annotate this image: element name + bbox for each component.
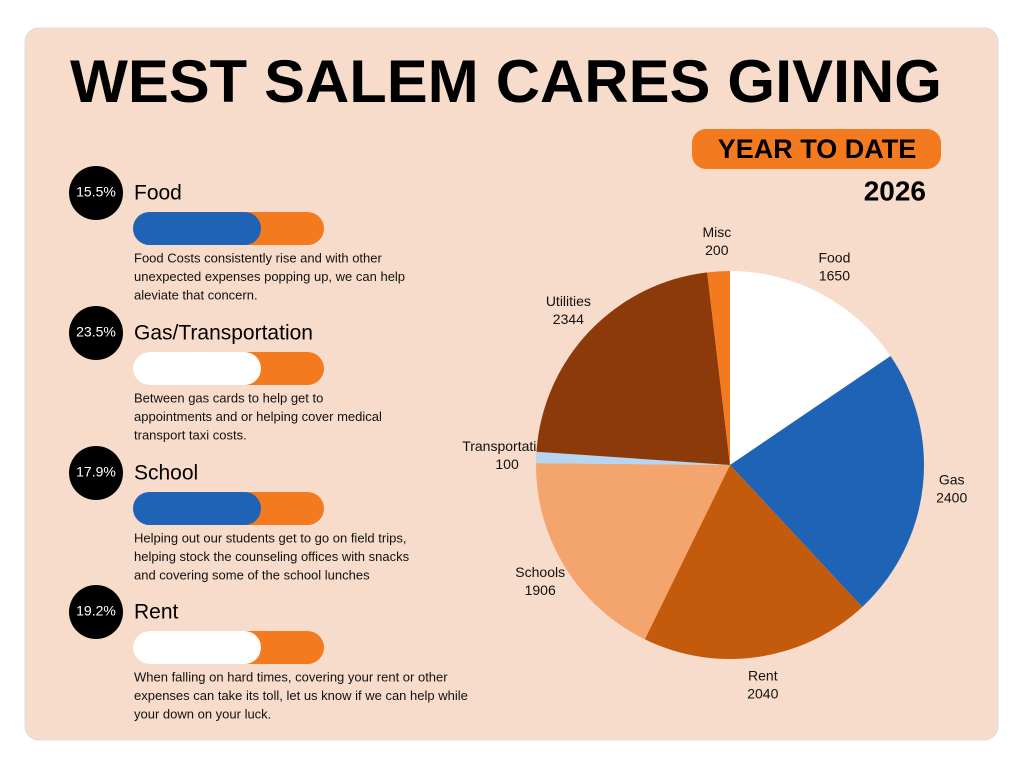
description: helping stock the counseling offices wit… — [134, 549, 410, 564]
slice-value: 100 — [495, 456, 519, 472]
pie-slice — [730, 356, 924, 607]
bar-fill — [133, 492, 261, 525]
pie-chart: Food 1650 Gas 2400 Rent 2040 Schools 1906 Transp… — [462, 224, 967, 701]
slice-name: Transportation — [462, 438, 552, 454]
slice-value: 1906 — [525, 582, 556, 598]
description: Between gas cards to help get to — [134, 390, 323, 405]
pie-slice — [644, 465, 863, 659]
description: Food Costs consistently rise and with ot… — [134, 250, 383, 265]
percent-badge — [69, 585, 123, 639]
year: 2026 — [864, 175, 926, 206]
pie-slice — [536, 272, 730, 465]
percent-badge — [69, 446, 123, 500]
slice-name: Utilities — [546, 293, 591, 309]
item-title: Rent — [134, 601, 179, 624]
slice-value: 1650 — [819, 268, 850, 284]
bar-fill — [133, 212, 261, 245]
description: appointments and or helping cover medica… — [134, 409, 382, 424]
slice-name: Gas — [939, 472, 965, 488]
description: unexpected expenses popping up, we can h… — [134, 269, 405, 284]
slice-value: 2400 — [936, 490, 967, 506]
description: Helping out our students get to go on fi… — [134, 530, 406, 545]
slice-name: Misc — [702, 224, 731, 240]
badge-bg — [692, 129, 941, 169]
title: WEST SALEM CARES GIVING — [70, 48, 942, 115]
pie-slice — [536, 451, 730, 465]
pie-slice — [536, 463, 730, 640]
item-title: Food — [134, 182, 182, 205]
percent-badge — [69, 166, 123, 220]
percent: 15.5% — [76, 184, 116, 200]
description: your down on your luck. — [134, 706, 271, 721]
item-title: School — [134, 462, 198, 485]
badge: YEAR TO DATE — [718, 134, 917, 164]
bar-fill — [133, 352, 261, 385]
item-title: Gas/Transportation — [134, 322, 313, 345]
slice-name: Food — [818, 250, 850, 266]
description: transport taxi costs. — [134, 427, 247, 442]
slice-name: Rent — [748, 667, 778, 683]
slice-value: 200 — [705, 242, 729, 258]
percent: 23.5% — [76, 324, 116, 340]
percent: 19.2% — [76, 603, 116, 619]
percent: 17.9% — [76, 464, 116, 480]
pie-slice — [707, 271, 730, 465]
description: When falling on hard times, covering you… — [134, 669, 448, 684]
description: aleviate that concern. — [134, 287, 258, 302]
bar-fill — [133, 631, 261, 664]
description: expenses can take its toll, let us know … — [134, 688, 468, 703]
items: 15.5% Food Food Costs consistently rise an… — [69, 166, 468, 721]
pie-slice — [730, 271, 891, 465]
slice-value: 2344 — [553, 311, 584, 327]
slice-value: 2040 — [747, 685, 778, 701]
description: and covering some of the school lunches — [134, 567, 370, 582]
percent-badge — [69, 306, 123, 360]
slice-name: Schools — [515, 564, 565, 580]
